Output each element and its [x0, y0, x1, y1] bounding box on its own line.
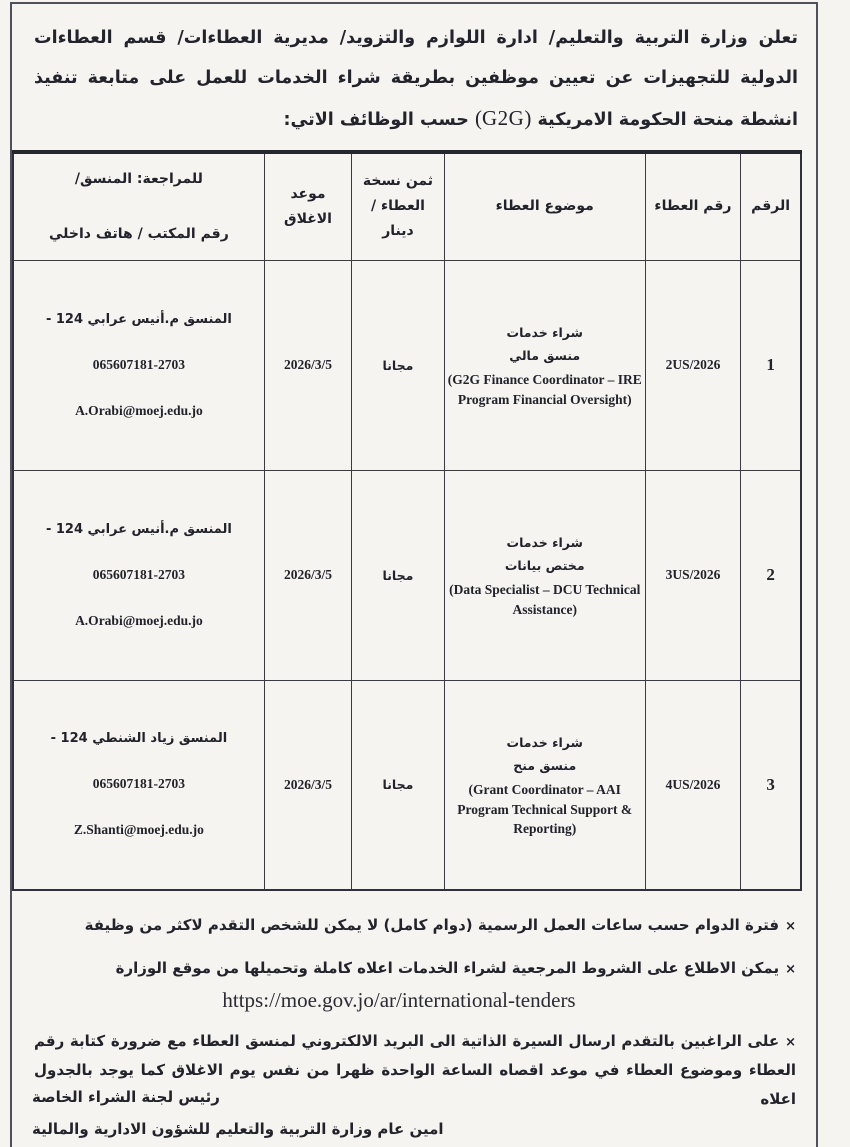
copy-price: مجانا: [351, 259, 445, 471]
note-item: ×على الراغبين بالتقدم ارسال السيرة الذات…: [34, 1027, 796, 1115]
coordinator-name: المنسق زياد الشنطي 124 -: [50, 731, 228, 747]
row-number: 2: [740, 469, 802, 681]
coordinator-phone: 065607181-2703: [92, 566, 186, 582]
table-header-row: الرقم رقم العطاء موضوع العطاء ثمن نسخة ا…: [12, 150, 802, 261]
subject-arabic-line2: منسق منح: [513, 758, 577, 774]
col-header-tender-no: رقم العطاء: [644, 150, 742, 261]
review-contact: المنسق زياد الشنطي 124 - 065607181-2703 …: [12, 679, 265, 891]
note-marker: ×: [785, 919, 796, 934]
tender-number: 4US/2026: [644, 679, 742, 891]
closing-date: 2026/3/5: [263, 469, 353, 681]
note-text: فترة الدوام حسب ساعات العمل الرسمية (دوا…: [84, 916, 780, 934]
signature-block: رئيس لجنة الشراء الخاصة امين عام وزارة ا…: [32, 1082, 796, 1147]
closing-date: 2026/3/5: [263, 259, 353, 471]
col-header-subject: موضوع العطاء: [443, 150, 646, 261]
tenders-url: https://moe.gov.jo/ar/international-tend…: [222, 987, 576, 1012]
note-marker: ×: [785, 1034, 796, 1050]
tender-subject: شراء خدمات منسق منح (Grant Coordinator –…: [443, 679, 646, 891]
tender-subject: شراء خدمات مختص بيانات (Data Specialist …: [443, 469, 646, 681]
coordinator-email: Z.Shanti@moej.edu.jo: [73, 822, 204, 838]
coordinator-phone: 065607181-2703: [92, 776, 186, 792]
table-row: 2 3US/2026 شراء خدمات مختص بيانات (Data …: [12, 469, 802, 681]
tender-number: 3US/2026: [644, 469, 742, 681]
subject-arabic-line2: مختص بيانات: [504, 558, 585, 574]
intro-text-part1: تعلن وزارة التربية والتعليم/ ادارة اللوا…: [34, 28, 798, 130]
g2g-label: (G2G): [475, 106, 532, 130]
signature-title-secretary-general: امين عام وزارة التربية والتعليم للشؤون ا…: [32, 1119, 444, 1138]
tenders-table: الرقم رقم العطاء موضوع العطاء ثمن نسخة ا…: [12, 150, 802, 891]
coordinator-email: A.Orabi@moej.edu.jo: [75, 402, 203, 418]
copy-price: مجانا: [351, 679, 445, 891]
coordinator-name: المنسق م.أنيس عرابي 124 -: [45, 311, 232, 327]
table-row: 1 2US/2026 شراء خدمات منسق مالي (G2G Fin…: [12, 259, 802, 471]
closing-date: 2026/3/5: [263, 679, 353, 891]
col-header-number: الرقم: [740, 150, 802, 261]
subject-arabic-line1: شراء خدمات: [506, 324, 583, 340]
coordinator-name: المنسق م.أنيس عرابي 124 -: [45, 521, 232, 537]
row-number: 3: [740, 679, 802, 891]
review-contact: المنسق م.أنيس عرابي 124 - 065607181-2703…: [12, 259, 265, 471]
tender-number: 2US/2026: [644, 259, 742, 471]
col-header-price: ثمن نسخة العطاء / دينار: [351, 150, 445, 261]
col-header-review-line1: للمراجعة: المنسق/: [74, 170, 203, 187]
note-item: × فترة الدوام حسب ساعات العمل الرسمية (دو…: [34, 911, 796, 940]
table-row: 3 4US/2026 شراء خدمات منسق منح (Grant Co…: [12, 679, 802, 891]
tender-subject: شراء خدمات منسق مالي (G2G Finance Coordi…: [443, 259, 646, 471]
col-header-closing: موعد الاغلاق: [263, 150, 353, 261]
note-text: على الراغبين بالتقدم ارسال السيرة الذاتي…: [34, 1031, 796, 1109]
intro-paragraph: تعلن وزارة التربية والتعليم/ ادارة اللوا…: [24, 16, 802, 142]
subject-arabic-line1: شراء خدمات: [506, 734, 583, 750]
note-item: × يمكن الاطلاع على الشروط المرجعية لشراء …: [34, 954, 796, 983]
row-number: 1: [740, 259, 802, 471]
signature-title-chairman: رئيس لجنة الشراء الخاصة: [32, 1088, 220, 1106]
subject-english: (G2G Finance Coordinator – IRE Program F…: [447, 372, 642, 407]
note-marker: ×: [785, 962, 796, 978]
review-contact: المنسق م.أنيس عرابي 124 - 065607181-2703…: [12, 469, 265, 681]
col-header-review: للمراجعة: المنسق/ رقم المكتب / هاتف داخل…: [12, 150, 265, 261]
coordinator-email: A.Orabi@moej.edu.jo: [75, 612, 203, 628]
col-header-review-line2: رقم المكتب / هاتف داخلي: [49, 225, 229, 242]
note-text: يمكن الاطلاع على الشروط المرجعية لشراء ا…: [115, 959, 780, 978]
intro-text-part2: حسب الوظائف الاتي:: [283, 110, 469, 130]
coordinator-phone: 065607181-2703: [92, 356, 186, 372]
subject-arabic-line1: شراء خدمات: [506, 534, 583, 550]
subject-arabic-line2: منسق مالي: [509, 348, 581, 364]
page-frame: تعلن وزارة التربية والتعليم/ ادارة اللوا…: [10, 2, 818, 1147]
copy-price: مجانا: [351, 469, 445, 681]
subject-english: (Grant Coordinator – AAI Program Technic…: [457, 782, 633, 837]
subject-english: (Data Specialist – DCU Technical Assista…: [449, 582, 641, 617]
notes-section: × فترة الدوام حسب ساعات العمل الرسمية (دو…: [24, 891, 802, 1114]
